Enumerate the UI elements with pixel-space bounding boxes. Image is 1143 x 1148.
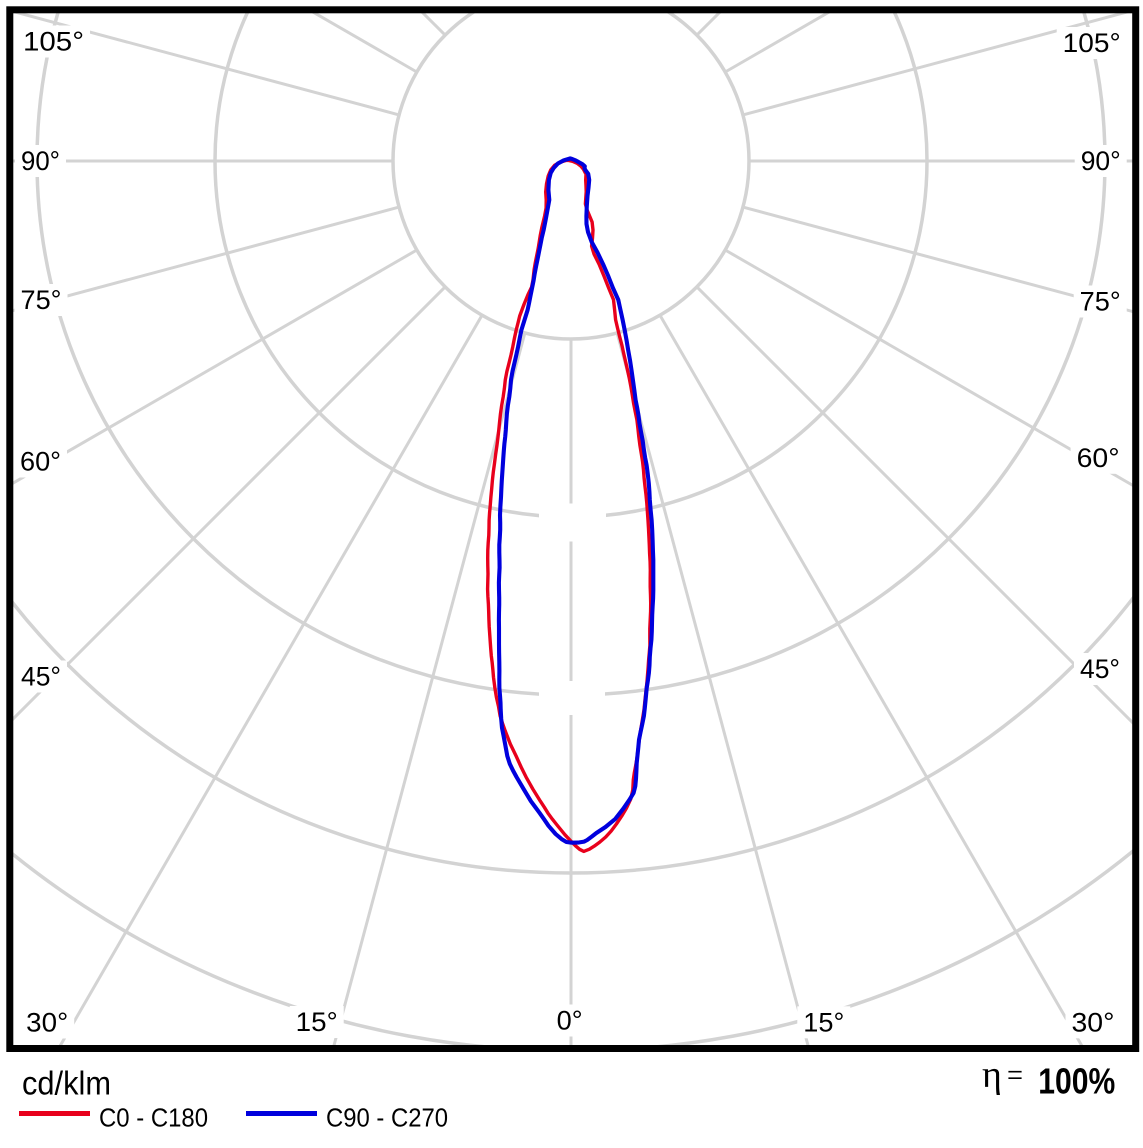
svg-text:75°: 75° — [21, 285, 62, 315]
svg-text:60°: 60° — [20, 447, 61, 477]
svg-text:75°: 75° — [1080, 287, 1121, 317]
svg-text:cd/klm: cd/klm — [22, 1064, 111, 1101]
svg-text:30°: 30° — [26, 1008, 68, 1038]
svg-text:30°: 30° — [1072, 1007, 1115, 1037]
svg-text:60°: 60° — [1077, 443, 1120, 473]
svg-text:η: η — [982, 1054, 1002, 1096]
svg-text:15°: 15° — [803, 1007, 844, 1037]
svg-text:90°: 90° — [21, 146, 60, 176]
svg-text:100%: 100% — [1038, 1060, 1115, 1101]
svg-text:C90 - C270: C90 - C270 — [326, 1103, 448, 1133]
svg-text:105°: 105° — [1063, 28, 1121, 58]
svg-text:15°: 15° — [296, 1007, 338, 1037]
svg-text:0°: 0° — [557, 1006, 583, 1036]
svg-text:45°: 45° — [1080, 654, 1120, 684]
svg-text:=: = — [1007, 1058, 1023, 1094]
svg-text:90°: 90° — [1081, 146, 1121, 176]
svg-text:45°: 45° — [21, 662, 61, 692]
svg-text:105°: 105° — [23, 27, 84, 57]
svg-text:C0 - C180: C0 - C180 — [99, 1103, 208, 1133]
